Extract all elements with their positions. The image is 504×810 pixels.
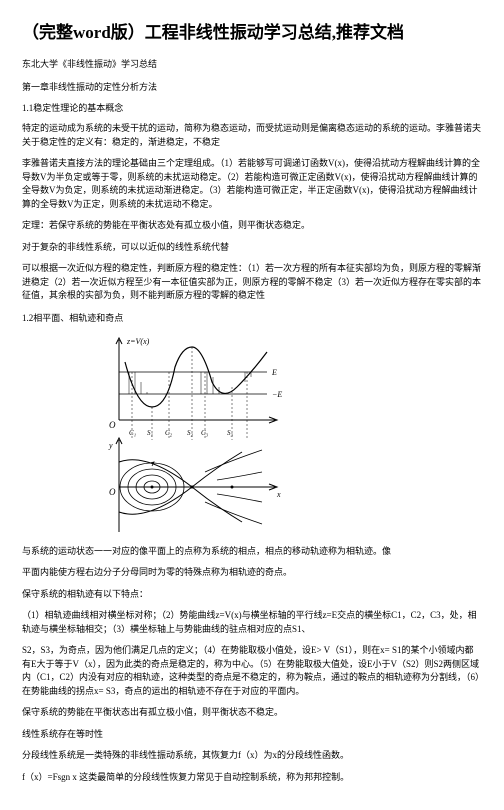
svg-text:S₂: S₂ <box>187 429 194 437</box>
svg-text:E: E <box>271 368 277 377</box>
paragraph: 可以根据一次近似方程的稳定性，判断原方程的稳定性：（1）若一次方程的所有本征实部… <box>22 262 482 303</box>
paragraph: f（x）=Fsgn x 这类最简单的分段线性恢复力常见于自动控制系统，称为邦邦控… <box>22 771 482 785</box>
paragraph: 与系统的运动状态一一对应的像平面上的点称为系统的相点，相点的移动轨迹称为相轨迹。… <box>22 545 482 559</box>
paragraph: 对于复杂的非线性系统，可以以近似的线性系统代替 <box>22 241 482 255</box>
svg-text:C₃: C₃ <box>201 429 209 437</box>
paragraph: 保守系统的相轨迹有以下特点： <box>22 588 482 602</box>
subtitle: 东北大学《非线性振动》学习总结 <box>22 57 482 70</box>
svg-text:z=V(x): z=V(x) <box>126 337 150 346</box>
paragraph: （1）相轨迹曲线相对横坐标对称；（2）势能曲线z=V(x)与横坐标轴的平行线z=… <box>22 609 482 636</box>
chapter-heading: 第一章非线性振动的定性分析方法 <box>22 80 482 93</box>
section-1-1: 1.1稳定性理论的基本概念 <box>22 101 482 114</box>
phase-diagram: O z=V(x) E −E <box>97 332 287 537</box>
diagram-container: O z=V(x) E −E <box>22 332 482 537</box>
svg-text:C₂: C₂ <box>165 429 173 437</box>
page-title: （完整word版）工程非线性振动学习总结,推荐文档 <box>22 18 482 43</box>
section-1-2: 1.2相平面、相轨迹和奇点 <box>22 311 482 324</box>
paragraph: 李雅普诺夫直接方法的理论基础由三个定理组成。（1）若能够写可调递订函数V(x)，… <box>22 157 482 211</box>
svg-text:S₁: S₁ <box>147 429 153 437</box>
svg-text:O: O <box>109 487 116 497</box>
svg-text:x: x <box>276 490 281 499</box>
svg-text:O: O <box>109 420 116 430</box>
paragraph: 定理：若保守系统的势能在平衡状态处有孤立极小值，则平衡状态稳定。 <box>22 219 482 233</box>
paragraph: 平面内能使方程右边分子分母同时为零的特殊点称为相轨迹的奇点。 <box>22 566 482 580</box>
paragraph: S2，S3，为奇点，因为他们满足几点的定义；（4）在势能取极小值处，设E> V（… <box>22 644 482 698</box>
svg-text:−E: −E <box>272 390 282 399</box>
paragraph: 线性系统存在等时性 <box>22 728 482 742</box>
svg-text:S₃: S₃ <box>227 429 234 437</box>
svg-text:C₁: C₁ <box>129 429 136 437</box>
paragraph: 特定的运动成为系统的未受干扰的运动，简称为稳态运动，而受扰运动则是偏离稳态运动的… <box>22 122 482 149</box>
paragraph: 分段线性系统是一类特殊的非线性振动系统，其恢复力f（x）为x的分段线性函数。 <box>22 749 482 763</box>
svg-text:y: y <box>108 441 113 450</box>
